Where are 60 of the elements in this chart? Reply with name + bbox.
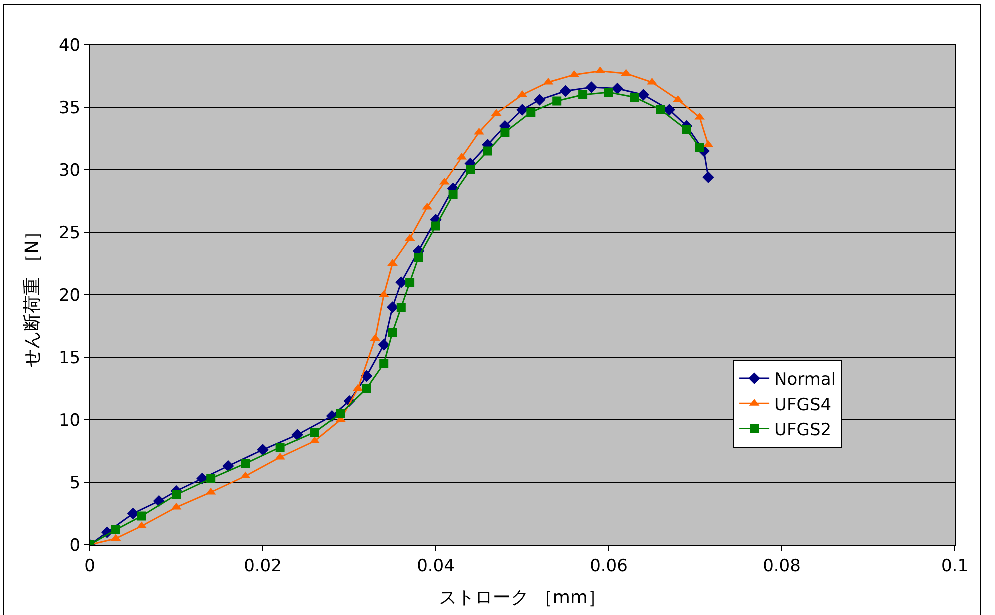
point [414,253,424,262]
legend-label: UFGS4 [774,395,832,416]
point [483,146,492,156]
point [578,90,588,100]
point [241,459,250,468]
x-tick-label: 0.04 [417,556,455,576]
point [276,443,285,452]
y-tick-label: 15 [58,348,81,368]
point [500,128,510,137]
legend-label: UFGS2 [774,420,832,440]
y-axis-title: せん断荷重 ［N］ [22,222,44,368]
point [560,85,572,98]
x-tick-label: 0.08 [763,556,801,576]
point [682,126,692,134]
y-tick-label: 5 [70,473,81,494]
point [604,88,614,97]
point [656,106,666,114]
point [526,108,536,117]
y-tick-label: 40 [58,36,81,56]
point [552,96,562,106]
point [362,384,372,394]
point [664,104,676,116]
y-tick-label: 10 [58,410,81,431]
x-tick-label: 0.1 [941,556,969,576]
point [310,428,320,437]
point [448,190,458,200]
point [172,490,181,500]
point [516,104,528,116]
y-tick-label: 35 [58,98,81,118]
x-axis-title: ストローク ［mm］ [439,588,606,608]
point [336,409,346,418]
point [586,82,598,94]
point [630,93,640,102]
point [378,339,390,351]
point [612,82,624,95]
y-tick-label: 20 [58,286,81,306]
point [534,94,546,106]
point [222,460,234,472]
point [206,474,216,484]
point [432,222,440,231]
point [396,276,408,288]
legend-label: Normal [774,370,836,390]
point [466,166,476,174]
x-tick-label: 0.02 [244,556,282,576]
point [292,429,304,441]
x-tick-label: 0.06 [590,556,628,576]
point [406,278,415,287]
point [396,303,406,312]
point [257,444,269,456]
point [388,328,398,337]
point [137,512,146,521]
y-tick-label: 25 [58,223,81,244]
y-tick-label: 30 [58,160,81,181]
point [638,89,650,101]
point [695,143,704,152]
x-tick-label: 0 [84,556,96,576]
point [111,526,120,534]
point [380,359,389,368]
y-tick-label: 0 [70,536,81,556]
point [702,172,714,184]
